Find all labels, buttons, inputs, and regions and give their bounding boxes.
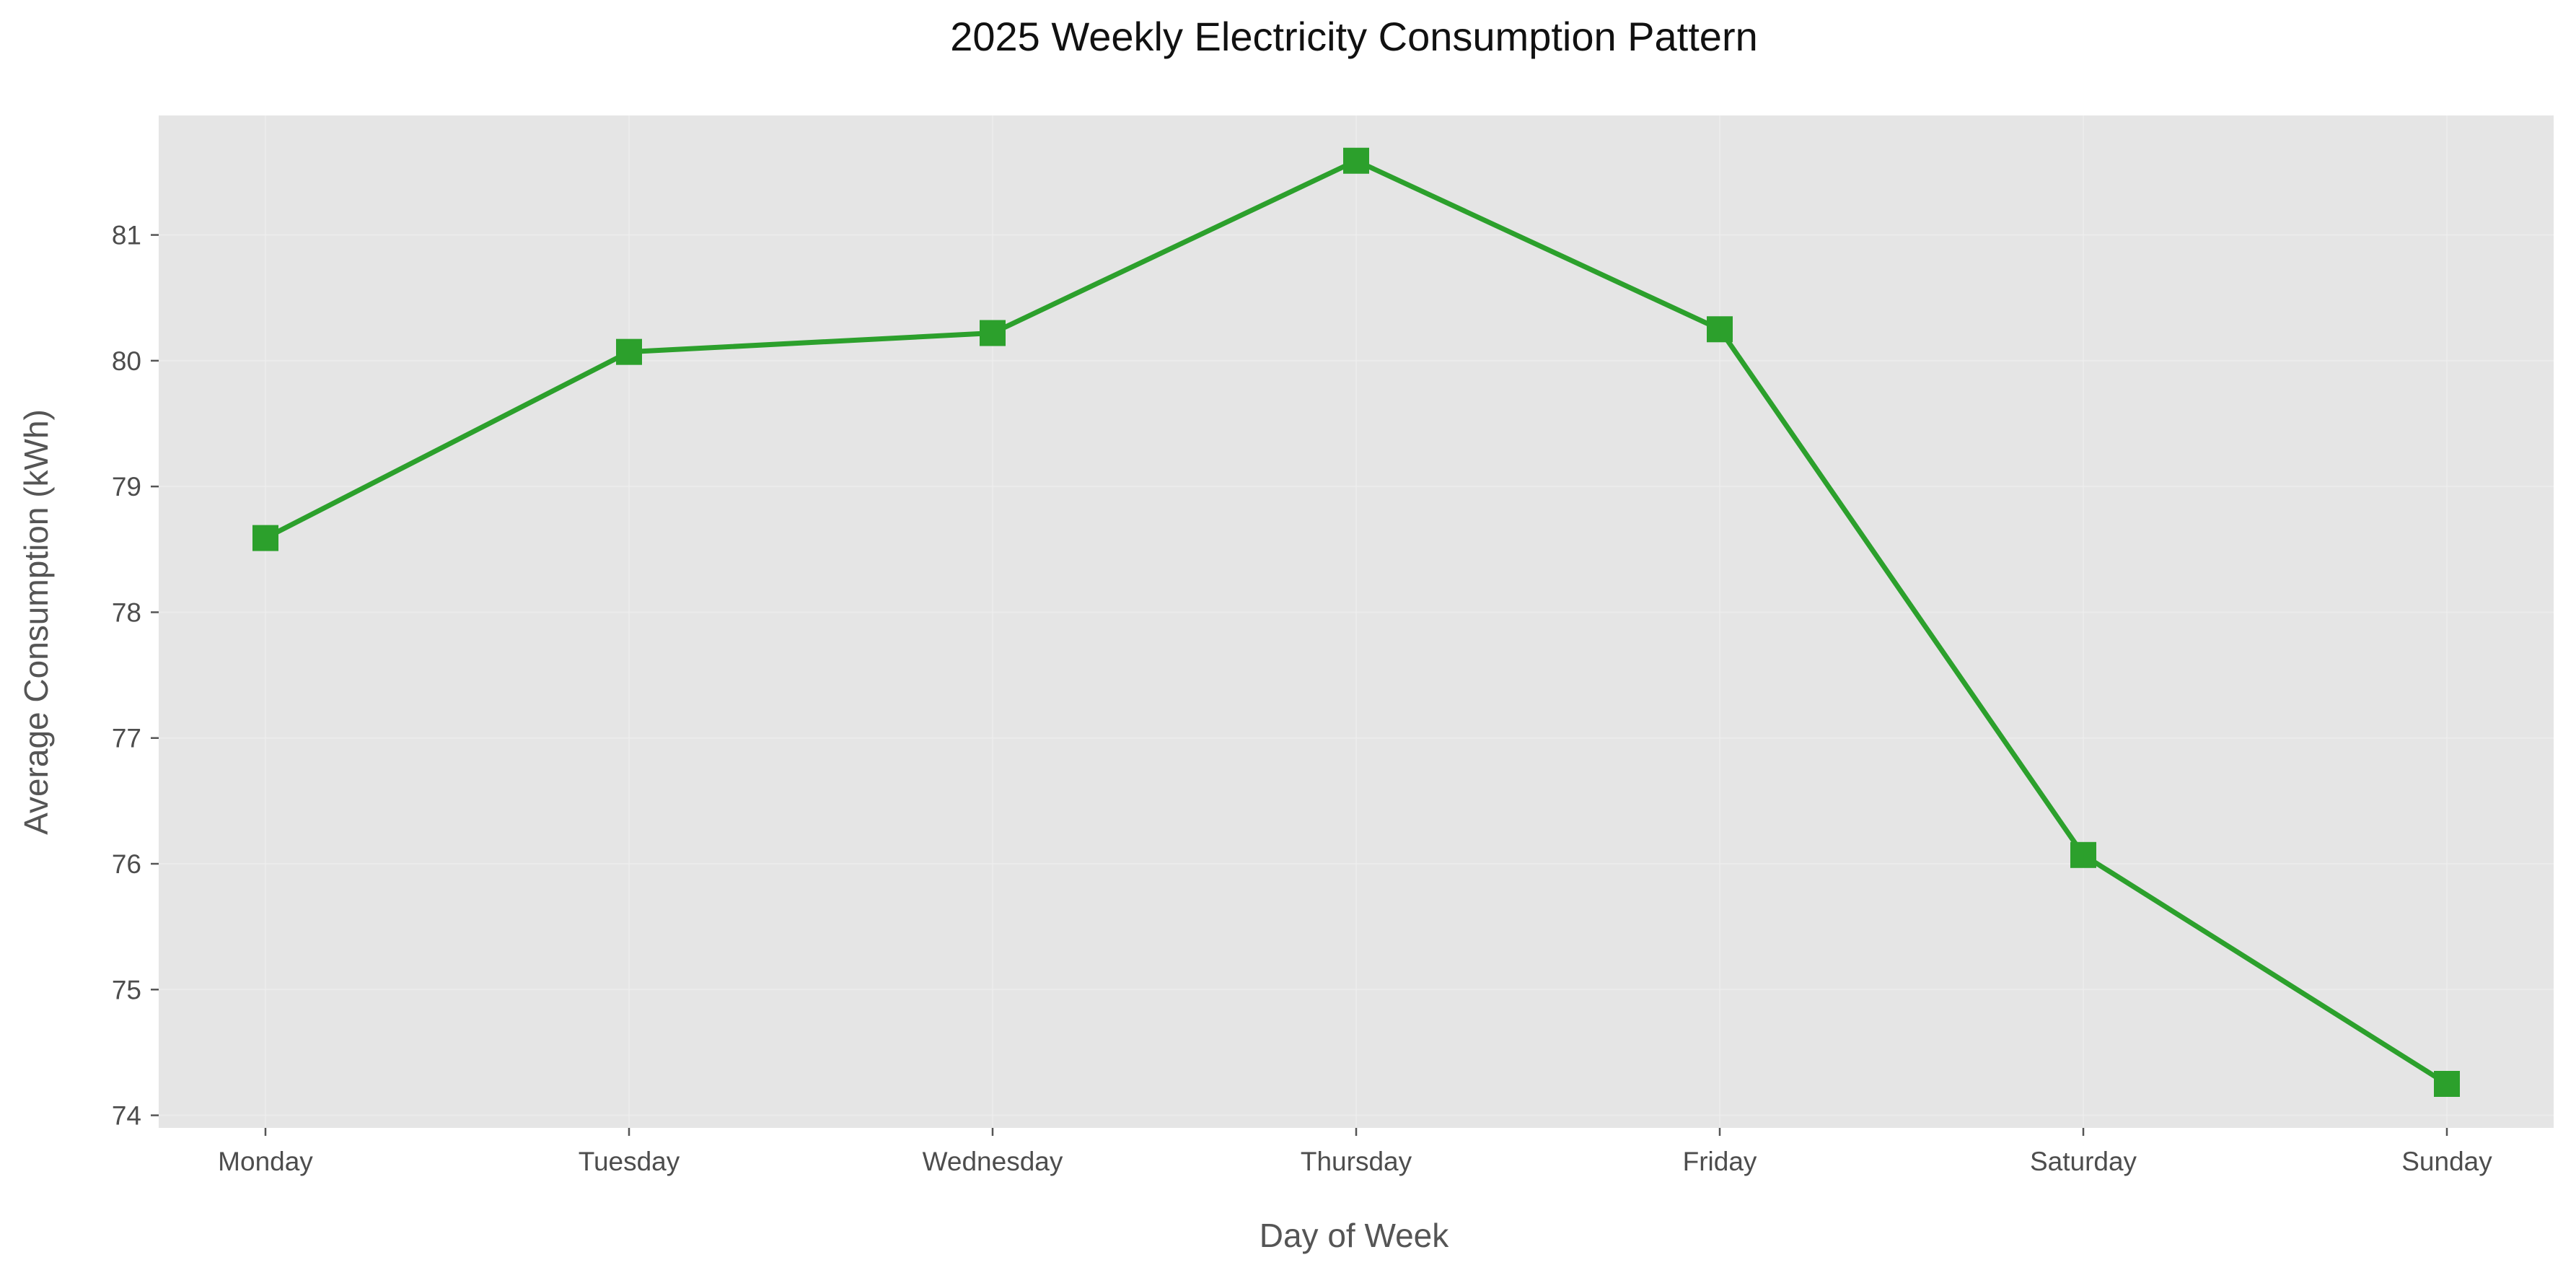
data-point-marker: [1343, 147, 1369, 174]
grid-lines: [159, 115, 2554, 1128]
x-tick-label: Thursday: [1301, 1147, 1412, 1176]
x-axis-label: Day of Week: [1260, 1217, 1449, 1254]
y-axis-label: Average Consumption (kWh): [17, 409, 55, 835]
x-tick-label: Friday: [1683, 1147, 1757, 1176]
y-tick-label: 77: [112, 724, 141, 753]
series-layer: [252, 147, 2460, 1097]
y-tick-label: 80: [112, 346, 141, 376]
y-tick-label: 78: [112, 598, 141, 627]
data-point-marker: [980, 320, 1006, 346]
data-point-marker: [2434, 1071, 2460, 1097]
x-tick-label: Wednesday: [923, 1147, 1063, 1176]
data-point-marker: [616, 338, 642, 365]
x-tick-label: Saturday: [2030, 1147, 2137, 1176]
y-axis-ticks: 74 75 76 77 78 79 80 81: [112, 221, 159, 1131]
data-point-marker: [1707, 316, 1733, 343]
chart-title: 2025 Weekly Electricity Consumption Patt…: [950, 14, 1757, 59]
y-tick-label: 81: [112, 221, 141, 250]
x-tick-label: Sunday: [2401, 1147, 2492, 1176]
data-point-marker: [2070, 841, 2096, 868]
x-tick-label: Monday: [218, 1147, 313, 1176]
x-tick-label: Tuesday: [579, 1147, 680, 1176]
y-tick-label: 74: [112, 1101, 141, 1131]
data-point-marker: [252, 525, 278, 551]
y-tick-label: 75: [112, 975, 141, 1005]
y-tick-label: 76: [112, 849, 141, 879]
y-tick-label: 79: [112, 472, 141, 502]
x-axis-ticks: Monday Tuesday Wednesday Thursday Friday Satu…: [218, 1128, 2492, 1176]
